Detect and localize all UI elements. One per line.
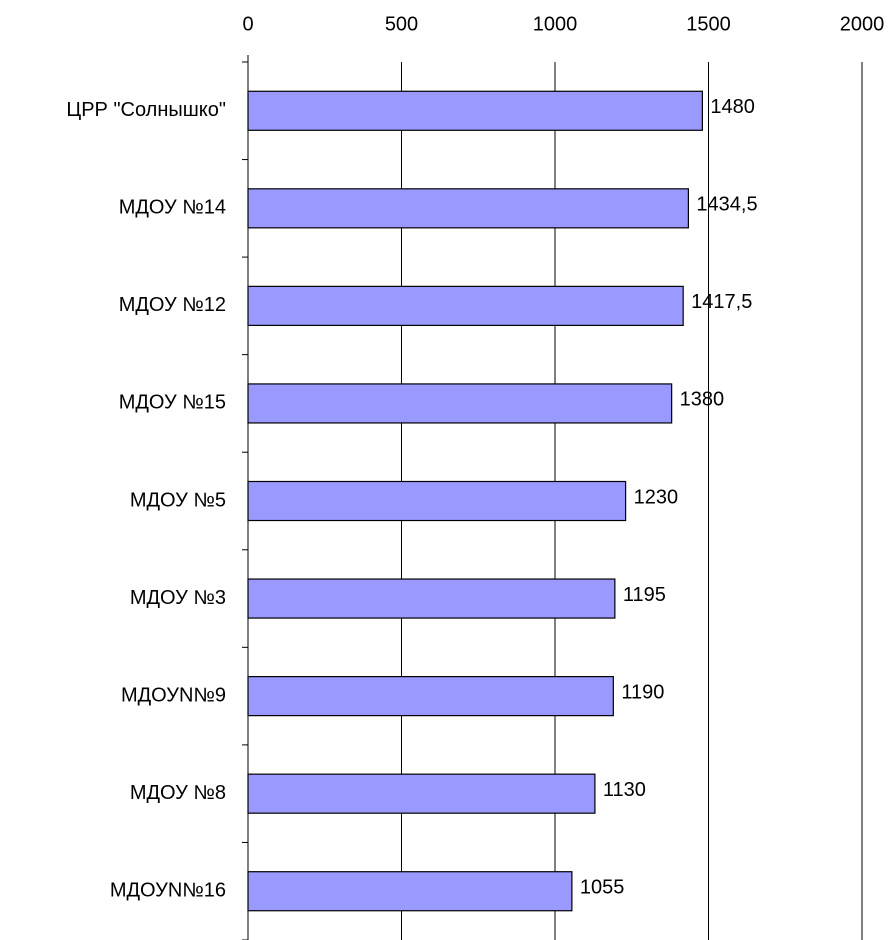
data-label: 1417,5 <box>691 291 752 313</box>
bar <box>247 578 616 619</box>
data-label: 1380 <box>680 389 725 411</box>
bar <box>247 480 627 522</box>
data-label: 1130 <box>603 779 646 801</box>
y-tick-label: МДОУ №15 <box>119 392 226 414</box>
bar <box>247 285 684 326</box>
y-tick-label: МДОУ №5 <box>130 489 226 511</box>
x-tick-label: 2000 <box>840 13 885 35</box>
data-label: 1230 <box>634 486 679 508</box>
y-tick-label: МДОУN№9 <box>121 684 226 706</box>
y-tick-label: ЦРР "Солнышко" <box>66 99 226 121</box>
x-tick-label: 500 <box>385 13 418 35</box>
x-tick-label: 1500 <box>686 13 731 35</box>
y-tick-label: МДОУ №3 <box>130 587 226 609</box>
bar <box>247 675 614 717</box>
y-tick-label: МДОУ №8 <box>130 782 226 804</box>
data-label: 1055 <box>580 877 625 899</box>
data-label: 1434,5 <box>696 194 757 216</box>
bar <box>247 871 573 912</box>
y-tick-label: МДОУ №14 <box>119 197 226 219</box>
data-label: 1195 <box>623 584 666 606</box>
data-label: 1190 <box>621 681 664 703</box>
bar <box>247 773 596 814</box>
x-tick-label: 1000 <box>533 13 578 35</box>
data-label: 1480 <box>710 96 755 118</box>
y-tick-label: МДОУN№16 <box>110 880 226 902</box>
bar <box>247 188 689 229</box>
bar <box>247 383 673 424</box>
bar <box>247 90 703 131</box>
x-tick-label: 0 <box>242 13 253 35</box>
y-tick-label: МДОУ №12 <box>119 294 226 316</box>
